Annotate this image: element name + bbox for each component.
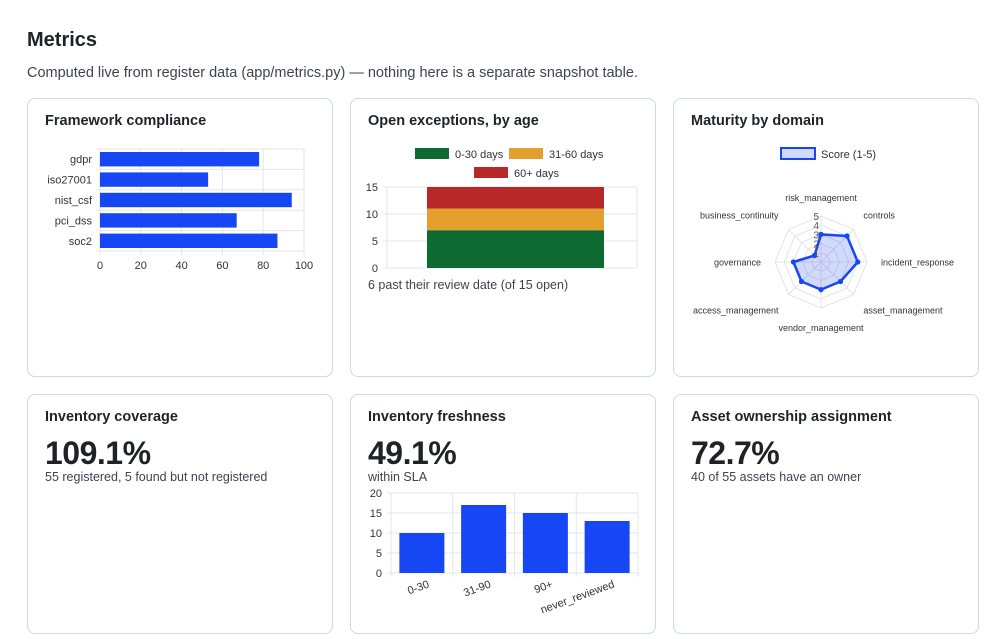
x-tick-label: 40	[175, 260, 187, 272]
open-exceptions-card: Open exceptions, by age 0-30 days 31-60 d…	[350, 98, 656, 377]
r-tick-label: 5	[813, 212, 819, 223]
radar-point-business_continuity	[811, 252, 818, 259]
y-tick-label: iso27001	[47, 175, 92, 187]
r-tick-label: 2	[813, 240, 819, 251]
radar-point-access_management	[798, 278, 805, 285]
radar-point-controls	[844, 233, 850, 239]
axis-label-access_management: access_management	[693, 305, 779, 315]
bar-31-90	[461, 505, 507, 573]
exceptions-note: 6 past their review date (of 15 open)	[368, 278, 569, 292]
bar-iso27001	[100, 172, 209, 187]
bar-segment-60+ days	[427, 187, 604, 209]
grid-spoke	[820, 261, 854, 295]
card-title: Open exceptions, by age	[368, 113, 539, 129]
x-tick-label: 100	[295, 260, 313, 272]
bar-nist_csf	[100, 192, 292, 208]
asset-ownership-card: Asset ownership assignment 72.7% 40 of 5…	[673, 394, 979, 634]
legend-swatch-31-60 days	[509, 148, 543, 159]
ownership-detail: 40 of 55 assets have an owner	[691, 470, 862, 484]
inventory-coverage-card: Inventory coverage 109.1% 55 registered,…	[27, 394, 333, 634]
ownership-value: 72.7%	[691, 435, 780, 471]
y-tick-label: gdpr	[70, 154, 92, 166]
bar-soc2	[100, 233, 278, 248]
y-tick-label: 15	[366, 182, 378, 194]
y-tick-label: 0	[376, 568, 382, 580]
inventory-freshness-card: Inventory freshness 49.1% within SLA 0 5 1…	[350, 394, 656, 634]
legend-swatch-60+ days	[474, 167, 508, 178]
y-tick-label: nist_csf	[55, 195, 93, 207]
y-tick-label: 20	[370, 488, 382, 500]
radar-point-vendor_management	[818, 287, 824, 293]
coverage-value: 109.1%	[45, 435, 151, 471]
y-tick-label: soc2	[69, 236, 92, 248]
axis-label-business_continuity: business_continuity	[700, 211, 779, 221]
bar-segment-31-60 days	[427, 208, 604, 231]
legend-label: 0-30 days	[455, 149, 504, 161]
legend-swatch-0-30 days	[415, 148, 449, 159]
bar-never_reviewed	[584, 521, 630, 573]
x-tick-label: 31-90	[462, 579, 493, 600]
bar-0-30	[399, 533, 445, 573]
legend-label: 31-60 days	[549, 149, 604, 161]
y-tick-label: 5	[372, 236, 378, 248]
axis-label-vendor_management: vendor_management	[778, 323, 864, 333]
legend-label: 60+ days	[514, 168, 559, 180]
radar-point-incident_response	[855, 259, 861, 265]
x-tick-label: 90+	[533, 579, 555, 597]
framework-compliance-chart: 0 20 40 60 80 100 gdpr iso27001 nist_csf pci_dsss…	[47, 148, 313, 272]
bar-gdpr	[100, 152, 260, 167]
radar-point-governance	[790, 259, 796, 265]
axis-label-controls: controls	[863, 211, 895, 221]
radar-point-risk_management	[818, 231, 824, 237]
freshness-detail: within SLA	[368, 470, 428, 484]
maturity-card: Maturity by domain Score (1-5) 1 2 3 4 5 risk_…	[673, 98, 979, 377]
r-tick-label: 3	[813, 230, 819, 241]
r-tick-label: 4	[813, 221, 819, 232]
x-tick-label: 0-30	[406, 579, 431, 598]
r-tick-label: 1	[813, 249, 819, 260]
axis-label-incident_response: incident_response	[881, 258, 954, 268]
bar-pci_dss	[100, 213, 237, 228]
page-title: Metrics	[27, 29, 98, 51]
radar-point-asset_management	[837, 278, 844, 285]
framework-compliance-card: Framework compliance 0 20 40 60 80 100 gdpr iso…	[27, 98, 333, 377]
card-title: Asset ownership assignment	[691, 409, 892, 425]
freshness-value: 49.1%	[368, 435, 457, 471]
x-tick-label: 60	[216, 260, 228, 272]
card-title: Maturity by domain	[691, 113, 824, 129]
card-title: Inventory freshness	[368, 409, 506, 425]
y-tick-label: 15	[370, 508, 382, 520]
y-tick-label: 10	[366, 209, 378, 221]
x-tick-label: 80	[257, 260, 269, 272]
y-tick-label: 5	[376, 548, 382, 560]
coverage-detail: 55 registered, 5 found but not registere…	[45, 470, 268, 484]
x-tick-label: 0	[97, 260, 103, 272]
legend-label: Score (1-5)	[821, 149, 876, 161]
legend-swatch	[780, 147, 816, 160]
bar-segment-0-30 days	[427, 230, 604, 268]
grid-spoke	[788, 261, 822, 295]
x-tick-label: 20	[135, 260, 147, 272]
bar-90+	[522, 513, 568, 573]
y-tick-label: 0	[372, 263, 378, 275]
y-tick-label: 10	[370, 528, 382, 540]
axis-label-asset_management: asset_management	[863, 305, 943, 315]
axis-label-governance: governance	[714, 258, 761, 268]
y-tick-label: pci_dss	[55, 215, 93, 227]
page-subtitle: Computed live from register data (app/me…	[27, 65, 638, 81]
card-title: Inventory coverage	[45, 409, 178, 425]
card-title: Framework compliance	[45, 113, 207, 129]
axis-label-risk_management: risk_management	[785, 193, 857, 203]
